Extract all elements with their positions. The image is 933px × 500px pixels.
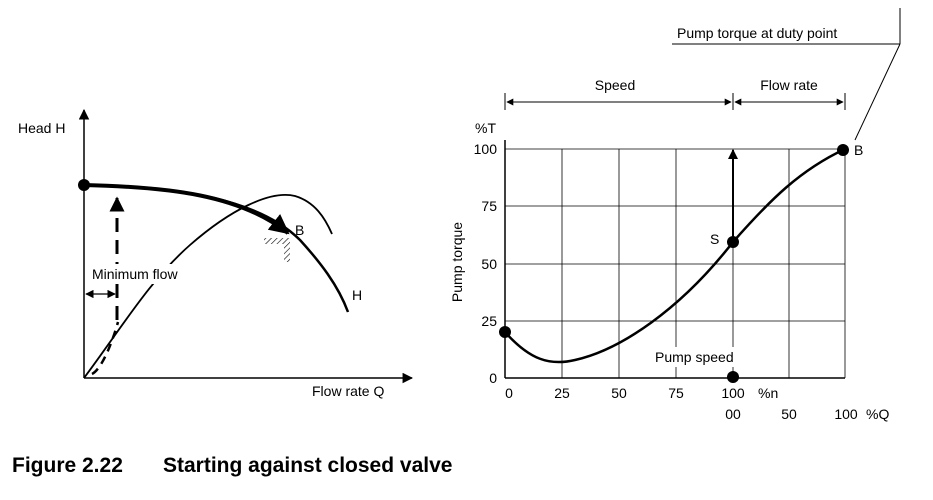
system-curve: [83, 194, 333, 379]
y-tick-0: 0: [489, 370, 497, 386]
point-b: [837, 144, 849, 156]
y-tick-100: 100: [474, 141, 498, 157]
y-tick-50: 50: [481, 256, 497, 272]
pump-speed-point: [727, 371, 739, 383]
x-tick-speed-50: 50: [611, 385, 627, 401]
system-curve-dashed: [91, 321, 120, 376]
x-tick-speed-25: 25: [554, 385, 570, 401]
x-tick-flow-00: 00: [725, 406, 741, 422]
torque-curve: [504, 147, 846, 364]
minimum-flow-label: Minimum flow: [92, 266, 178, 282]
start-torque-point: [499, 326, 511, 338]
duty-point-callout-label: Pump torque at duty point: [677, 25, 837, 41]
left-point-b-label: B: [295, 222, 304, 238]
point-s: [727, 236, 739, 248]
left-x-axis-label: Flow rate Q: [312, 383, 384, 399]
left-y-axis-label: Head H: [18, 120, 65, 136]
pump-speed-label-bg: [652, 347, 750, 367]
x-unit-flow: %Q: [866, 406, 889, 422]
pump-speed-label: Pump speed: [655, 349, 734, 365]
y-unit-label: %T: [475, 120, 496, 136]
head-curve-h: [83, 183, 350, 313]
point-s-label: S: [710, 231, 719, 247]
x-tick-flow-100: 100: [834, 406, 858, 422]
y-tick-25: 25: [481, 313, 497, 329]
operating-arrow: [83, 183, 290, 235]
minimum-flow-label-bg: [88, 264, 200, 284]
x-tick-speed-100: 100: [721, 385, 745, 401]
figure-caption-title: Starting against closed valve: [163, 454, 452, 477]
x-tick-speed-75: 75: [668, 385, 684, 401]
y-tick-75: 75: [481, 198, 497, 214]
figure-caption-number: Figure 2.22: [12, 454, 123, 477]
curve-h-label: H: [352, 287, 362, 303]
duty-point-callout-leader: [854, 43, 901, 141]
speed-range-label: Speed: [595, 77, 635, 93]
left-plot: Head H Flow rate Q Minimum flow B H: [18, 108, 414, 399]
left-start-point: [78, 179, 90, 191]
x-tick-flow-50: 50: [781, 406, 797, 422]
right-plot: 100 75 50 25 0 %T Pump torque 0 25 50 75…: [449, 8, 901, 422]
x-tick-speed-0: 0: [505, 385, 513, 401]
flow-range-label: Flow rate: [760, 77, 818, 93]
duty-point-hatch: [264, 238, 290, 262]
right-y-axis-label: Pump torque: [449, 222, 465, 302]
x-unit-speed: %n: [758, 385, 778, 401]
right-plot-grid: [505, 148, 846, 378]
point-b-label: B: [854, 142, 863, 158]
